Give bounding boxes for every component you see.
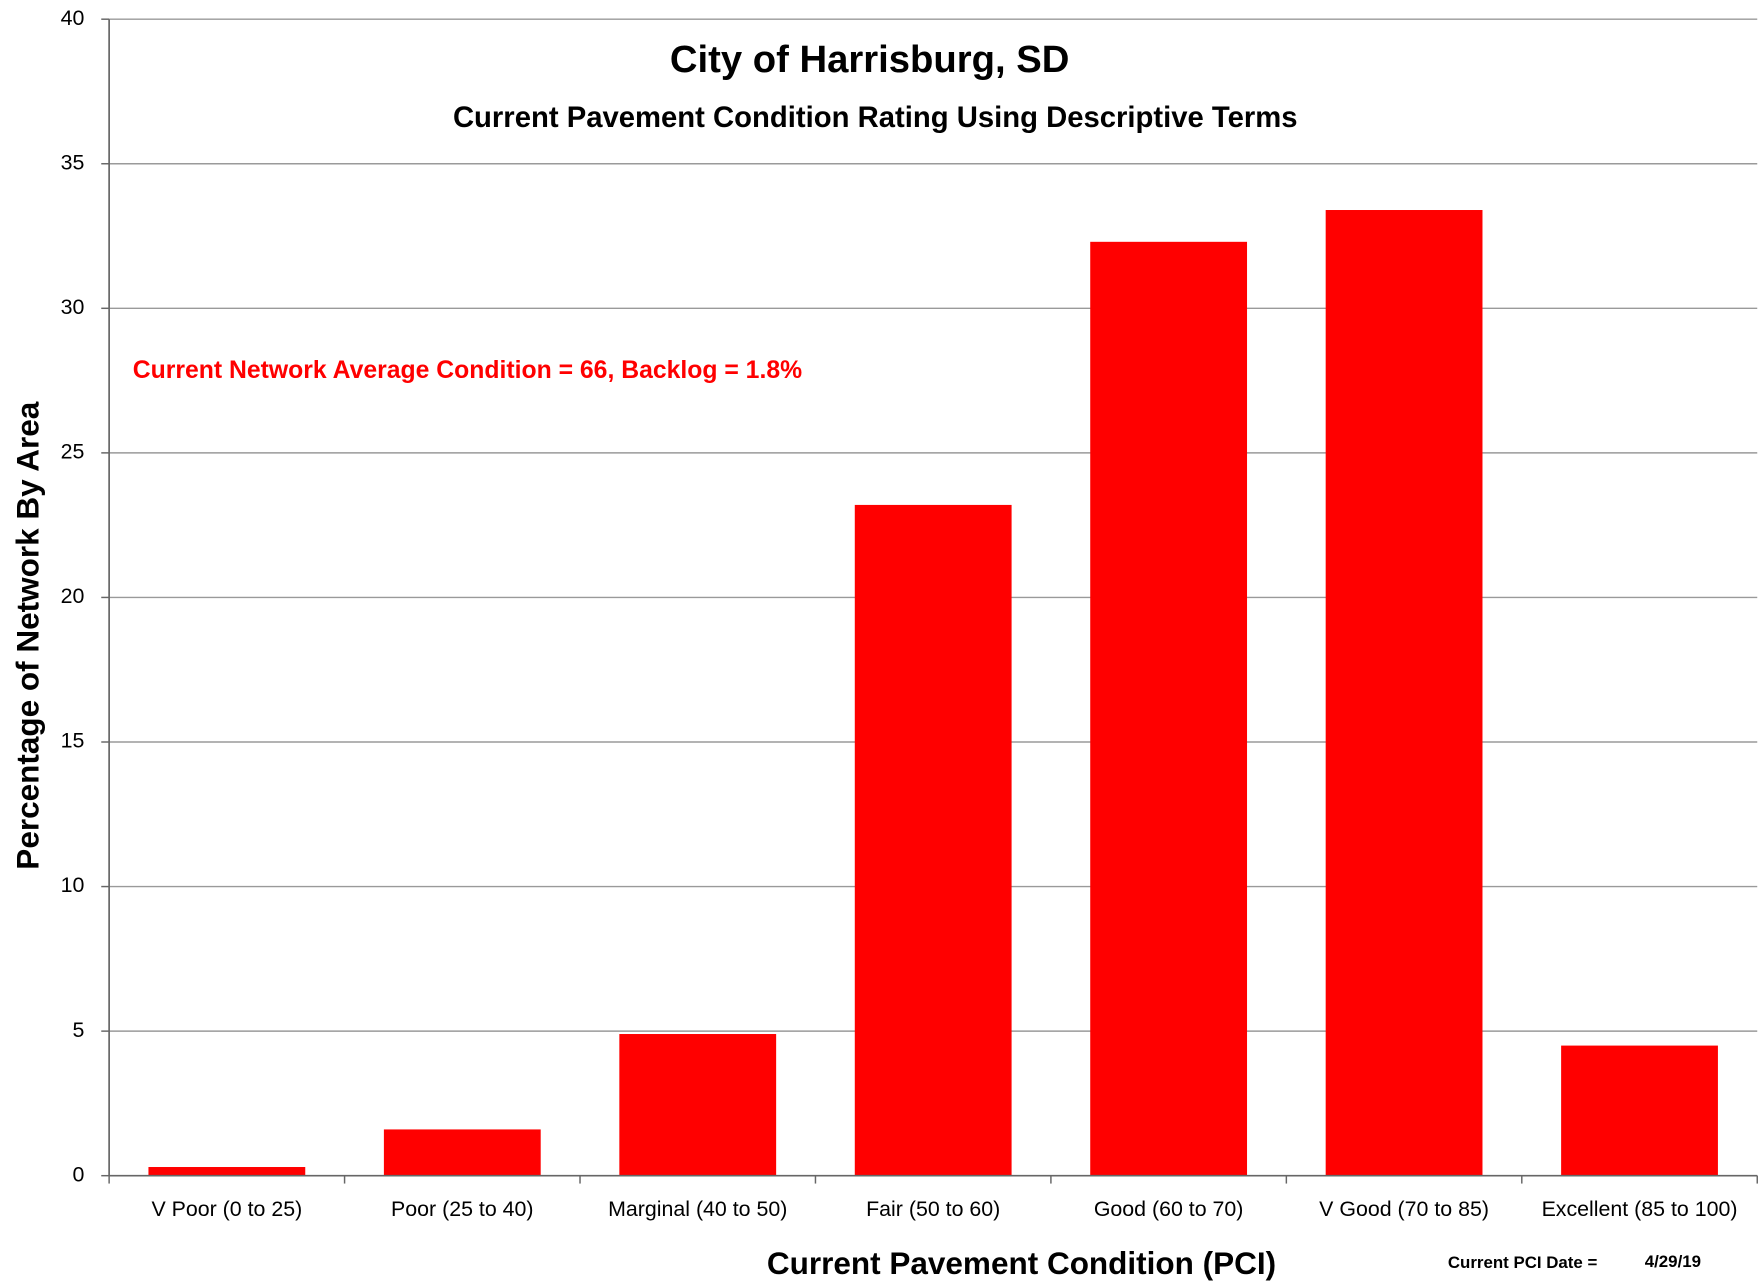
bar <box>1561 1045 1718 1176</box>
bar <box>619 1034 777 1176</box>
y-tick-label: 20 <box>61 584 85 608</box>
annotation: Current Network Average Condition = 66, … <box>133 357 802 384</box>
y-tick-label: 0 <box>72 1162 84 1186</box>
chart-title: City of Harrisburg, SD <box>670 38 1070 81</box>
y-tick-label: 25 <box>61 440 85 464</box>
y-tick-label: 10 <box>61 873 85 897</box>
y-tick-label: 40 <box>61 6 85 30</box>
x-tick-label: Good (60 to 70) <box>1094 1197 1244 1221</box>
bar <box>1090 241 1248 1176</box>
footer-label: Current PCI Date = <box>1448 1253 1598 1272</box>
x-tick-label: V Poor (0 to 25) <box>151 1197 302 1221</box>
x-axis-label: Current Pavement Condition (PCI) <box>767 1245 1276 1281</box>
x-tick-label: Excellent (85 to 100) <box>1542 1197 1738 1221</box>
y-tick-label: 35 <box>61 150 85 174</box>
x-tick-label: Marginal (40 to 50) <box>608 1197 787 1221</box>
x-tick-label: Fair (50 to 60) <box>866 1197 1000 1221</box>
bar <box>1325 210 1483 1176</box>
y-tick-label: 30 <box>61 295 85 319</box>
bar <box>854 504 1012 1176</box>
bar <box>383 1129 541 1176</box>
bar <box>148 1167 306 1176</box>
y-tick-label: 15 <box>61 729 85 753</box>
x-tick-label: Poor (25 to 40) <box>391 1197 533 1221</box>
y-axis-label: Percentage of Network By Area <box>10 401 46 869</box>
y-tick-label: 5 <box>72 1018 84 1042</box>
chart-subtitle: Current Pavement Condition Rating Using … <box>453 102 1298 134</box>
x-tick-label: V Good (70 to 85) <box>1319 1197 1489 1221</box>
footer-value: 4/29/19 <box>1645 1252 1701 1271</box>
